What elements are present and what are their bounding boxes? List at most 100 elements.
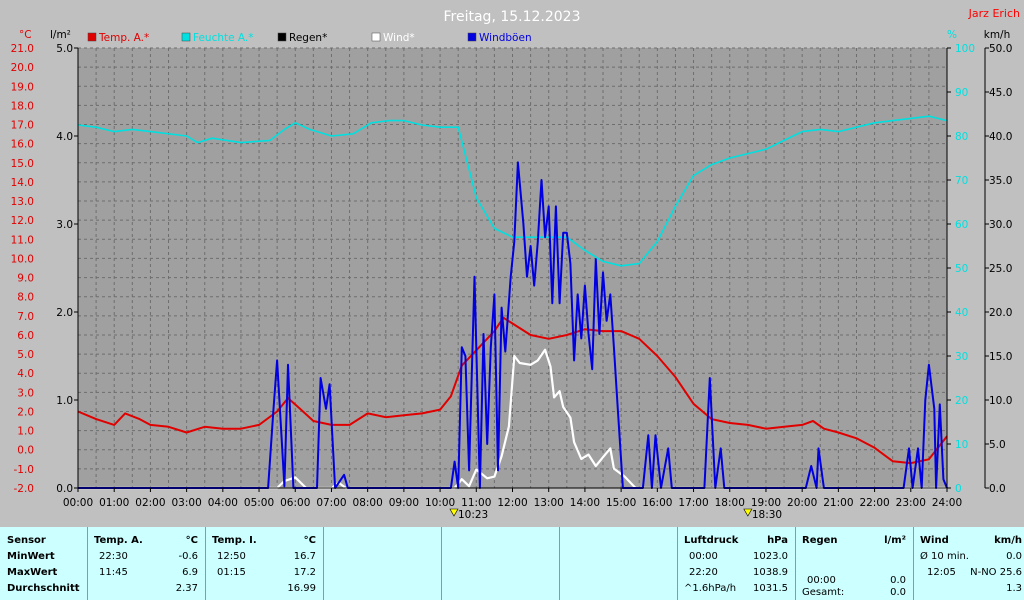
- temp-a-column: Temp. A. °C 22:30 -0.6 11:45 6.9 2.37: [88, 527, 206, 600]
- x-tick-label: 03:00: [171, 497, 201, 509]
- temp-axis-tick-label: 9.0: [17, 273, 34, 285]
- x-tick-label: 18:00: [715, 497, 745, 509]
- temp-i-min-value: 16.7: [293, 551, 316, 562]
- x-tick-label: 09:00: [389, 497, 419, 509]
- rain-axis-tick-label: 4.0: [56, 131, 73, 143]
- wind-axis-unit: km/h: [984, 29, 1011, 41]
- chart-legend: Temp. A.* Feuchte A.* Regen* Wind* Windböen: [87, 32, 532, 44]
- time-marker-label: 10:23: [458, 509, 488, 521]
- row-label-max: MaxWert: [7, 567, 58, 578]
- wind-axis-tick-label: 20.0: [989, 307, 1012, 319]
- wind-axis-tick-label: 10.0: [989, 395, 1012, 407]
- rain-axis-tick-label: 3.0: [56, 219, 73, 231]
- temp-axis-tick-label: 11.0: [11, 234, 34, 246]
- rain-header: Regen: [802, 535, 838, 546]
- humidity-axis-tick-label: 100: [955, 43, 975, 55]
- temp-axis-tick-label: 6.0: [17, 330, 34, 342]
- temp-axis-tick-label: 0.0: [17, 445, 34, 457]
- temp-axis-tick-label: -1.0: [14, 464, 35, 476]
- temp-axis-tick-label: 8.0: [17, 292, 34, 304]
- empty-column-2: [442, 527, 560, 600]
- humidity-axis-tick-label: 0: [955, 483, 962, 495]
- x-tick-label: 14:00: [570, 497, 600, 509]
- x-tick-label: 05:00: [244, 497, 274, 509]
- wind-unit: km/h: [994, 535, 1022, 546]
- x-tick-label: 12:00: [497, 497, 527, 509]
- wind-column: Wind km/h Ø 10 min. 0.0 12:05 N-NO 25.6 …: [914, 527, 1024, 600]
- time-marker-icon: [743, 508, 753, 517]
- x-tick-label: 04:00: [208, 497, 238, 509]
- rain-unit: l/m²: [884, 535, 906, 546]
- chart-title: Freitag, 15.12.2023: [444, 9, 581, 25]
- rain-axis-unit: l/m²: [50, 29, 71, 41]
- temp-axis-tick-label: 1.0: [17, 426, 34, 438]
- x-tick-label: 22:00: [859, 497, 889, 509]
- temp-axis-tick-label: 3.0: [17, 387, 34, 399]
- temp-axis-tick-label: 21.0: [11, 43, 34, 55]
- temp-a-max-value: 6.9: [182, 567, 198, 578]
- x-tick-label: 07:00: [316, 497, 346, 509]
- wind-axis-tick-label: 35.0: [989, 175, 1012, 187]
- wind-axis-tick-label: 5.0: [989, 439, 1006, 451]
- x-tick-label: 19:00: [751, 497, 781, 509]
- wind-axis-tick-label: 50.0: [989, 43, 1012, 55]
- x-tick-label: 16:00: [642, 497, 672, 509]
- humidity-axis-tick-label: 60: [955, 219, 968, 231]
- x-tick-label: 24:00: [932, 497, 962, 509]
- legend-swatch: [371, 32, 381, 42]
- rain-axis-tick-label: 1.0: [56, 395, 73, 407]
- humidity-axis-tick-label: 90: [955, 87, 968, 99]
- x-tick-label: 23:00: [896, 497, 926, 509]
- wind-axis-tick-label: 45.0: [989, 87, 1012, 99]
- wind-avg: 1.3: [1006, 583, 1022, 594]
- temp-axis-tick-label: 10.0: [11, 253, 34, 265]
- temp-i-header: Temp. I.: [212, 535, 257, 546]
- humidity-axis-unit: %: [947, 29, 957, 41]
- temp-axis-unit: °C: [19, 29, 32, 41]
- temp-i-unit: °C: [303, 535, 316, 546]
- rain-total-label: Gesamt:: [802, 587, 845, 598]
- rain-axis-tick-label: 2.0: [56, 307, 73, 319]
- temp-a-header: Temp. A.: [94, 535, 143, 546]
- temp-a-avg: 2.37: [175, 583, 198, 594]
- stats-table: Sensor MinWert MaxWert Durchschnitt Temp…: [0, 527, 1024, 600]
- pressure-header: Luftdruck: [684, 535, 739, 546]
- temp-axis-tick-label: 20.0: [11, 62, 34, 74]
- x-tick-label: 02:00: [135, 497, 165, 509]
- temp-axis-tick-label: 14.0: [11, 177, 34, 189]
- time-marker-icon: [449, 508, 459, 517]
- temp-axis-tick-label: 18.0: [11, 100, 34, 112]
- temp-axis-tick-label: 4.0: [17, 368, 34, 380]
- temp-a-unit: °C: [185, 535, 198, 546]
- pressure-column: Luftdruck hPa 00:00 1023.0 22:20 1038.9 …: [678, 527, 796, 600]
- wind-avg10-label: Ø 10 min.: [920, 551, 969, 562]
- temp-axis-tick-label: 13.0: [11, 196, 34, 208]
- temp-axis-tick-label: 2.0: [17, 406, 34, 418]
- rain-column: Regen l/m² 00:00 0.0 Gesamt: 0.0: [796, 527, 914, 600]
- humidity-axis-tick-label: 70: [955, 175, 968, 187]
- rain-axis-tick-label: 0.0: [56, 483, 73, 495]
- temp-axis-tick-label: -2.0: [14, 483, 35, 495]
- rain-max-time: 00:00: [807, 575, 836, 586]
- x-tick-label: 15:00: [606, 497, 636, 509]
- temp-i-max-time: 01:15: [217, 567, 246, 578]
- x-tick-label: 06:00: [280, 497, 310, 509]
- legend-swatch: [181, 32, 191, 42]
- pressure-avg: 1031.5: [753, 583, 788, 594]
- legend-label: Feuchte A.*: [193, 32, 254, 44]
- x-tick-label: 08:00: [353, 497, 383, 509]
- grid-lines: [77, 47, 948, 489]
- humidity-axis-tick-label: 40: [955, 307, 968, 319]
- row-label-avg: Durchschnitt: [7, 583, 80, 594]
- pressure-min-value: 1023.0: [753, 551, 788, 562]
- x-tick-label: 00:00: [63, 497, 93, 509]
- temp-a-max-time: 11:45: [99, 567, 128, 578]
- temp-axis-tick-label: 7.0: [17, 311, 34, 323]
- weather-chart: 21.0 20.0 19.0 18.0 17.0 16.0 15.0 14.0 13.0 12.0…: [11, 7, 1020, 521]
- temp-i-avg: 16.99: [287, 583, 316, 594]
- legend-label: Regen*: [289, 32, 327, 44]
- rain-total: 0.0: [890, 587, 906, 598]
- temp-axis-tick-label: 16.0: [11, 139, 34, 151]
- pressure-unit: hPa: [767, 535, 788, 546]
- x-tick-label: 10:00: [425, 497, 455, 509]
